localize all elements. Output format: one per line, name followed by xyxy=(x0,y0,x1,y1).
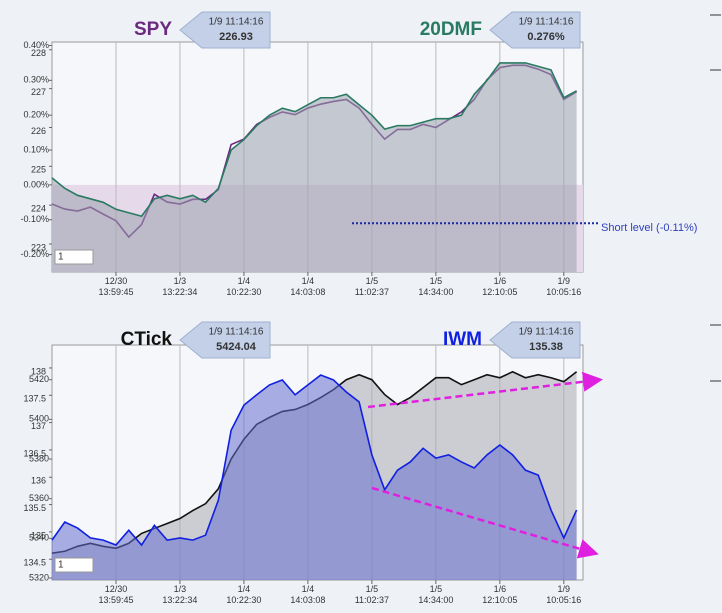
x-tick-label: 1/5 14:34:00 xyxy=(418,584,454,605)
y-tick-label: -0.10% xyxy=(20,214,49,224)
y-tick-label: 5320 xyxy=(29,572,49,582)
badge xyxy=(489,11,581,49)
input-box xyxy=(54,557,94,573)
y2-tick-label: 134.5 xyxy=(23,558,46,568)
series-name: SPY xyxy=(134,19,172,40)
x-tick-label: 1/9 10:05:16 xyxy=(546,276,582,297)
y-tick-label: 5420 xyxy=(29,374,49,384)
y2-tick-label: 225 xyxy=(31,165,46,175)
x-tick-label: 1/4 14:03:08 xyxy=(290,276,326,297)
series-name: 20DMF xyxy=(420,19,482,40)
badge-value: 226.93 xyxy=(219,31,253,43)
x-tick-label: 1/4 10:22:30 xyxy=(226,276,262,297)
badge-time: 1/9 11:14:16 xyxy=(519,17,574,28)
y-tick-label: 0.30% xyxy=(23,75,49,85)
trend-line xyxy=(371,486,599,559)
y2-tick-label: 137.5 xyxy=(23,394,46,404)
x-tick-label: 1/3 13:22:34 xyxy=(162,584,198,605)
right-marks xyxy=(710,14,721,382)
badge-value: 0.276% xyxy=(527,31,565,43)
x-tick-label: 1/6 12:10:05 xyxy=(482,276,518,297)
y-tick-label: 5340 xyxy=(29,533,49,543)
x-tick-label: 1/5 14:34:00 xyxy=(418,276,454,297)
input-value: 1 xyxy=(58,560,64,571)
y-tick-label: 0.40% xyxy=(23,40,49,50)
y2-tick-label: 224 xyxy=(31,204,46,214)
y2-tick-label: 135.5 xyxy=(23,503,46,513)
input-box xyxy=(54,249,94,265)
badge-time: 1/9 11:14:16 xyxy=(209,17,264,28)
x-tick-label: 1/5 11:02:37 xyxy=(354,276,390,297)
area xyxy=(52,375,577,580)
y-tick-label: 5380 xyxy=(29,453,49,463)
badge-value: 135.38 xyxy=(529,341,563,353)
y2-tick-label: 227 xyxy=(31,87,46,97)
y-tick-label: 5360 xyxy=(29,493,49,503)
y2-tick-label: 138 xyxy=(31,366,46,376)
y-tick-label: 0.10% xyxy=(23,144,49,154)
x-tick-label: 12/30 13:59:45 xyxy=(98,276,134,297)
series-name: CTick xyxy=(121,329,173,350)
x-tick-label: 1/4 10:22:30 xyxy=(226,584,262,605)
x-tick-label: 1/5 11:02:37 xyxy=(354,584,390,605)
badge-value: 5424.04 xyxy=(216,341,257,353)
x-tick-label: 12/30 13:59:45 xyxy=(98,584,134,605)
badge xyxy=(489,321,581,359)
y-tick-label: 5400 xyxy=(29,414,49,424)
line xyxy=(51,374,578,547)
badge xyxy=(179,11,271,49)
y2-tick-label: 137 xyxy=(31,421,46,431)
y-tick-label: 0.20% xyxy=(23,110,49,120)
trend-line xyxy=(367,371,603,409)
y-tick-label: -0.20% xyxy=(20,249,49,259)
x-tick-label: 1/3 13:22:34 xyxy=(162,276,198,297)
y2-tick-label: 136 xyxy=(31,476,46,486)
series-name: IWM xyxy=(443,329,482,350)
y2-tick-label: 136.5 xyxy=(23,448,46,458)
badge-time: 1/9 11:14:16 xyxy=(209,327,264,338)
y2-tick-label: 135 xyxy=(31,530,46,540)
x-tick-label: 1/4 14:03:08 xyxy=(290,584,326,605)
y2-tick-label: 223 xyxy=(31,242,46,252)
y2-tick-label: 226 xyxy=(31,126,46,136)
input-value: 1 xyxy=(58,252,64,263)
short-level-label: Short level (-0.11%) xyxy=(601,222,697,234)
y-tick-label: 0.00% xyxy=(23,179,49,189)
x-tick-label: 1/9 10:05:16 xyxy=(546,584,582,605)
line xyxy=(51,62,577,218)
badge-time: 1/9 11:14:16 xyxy=(519,327,574,338)
badge xyxy=(179,321,271,359)
y2-tick-label: 228 xyxy=(31,48,46,58)
area xyxy=(52,62,577,273)
x-tick-label: 1/6 12:10:05 xyxy=(482,584,518,605)
